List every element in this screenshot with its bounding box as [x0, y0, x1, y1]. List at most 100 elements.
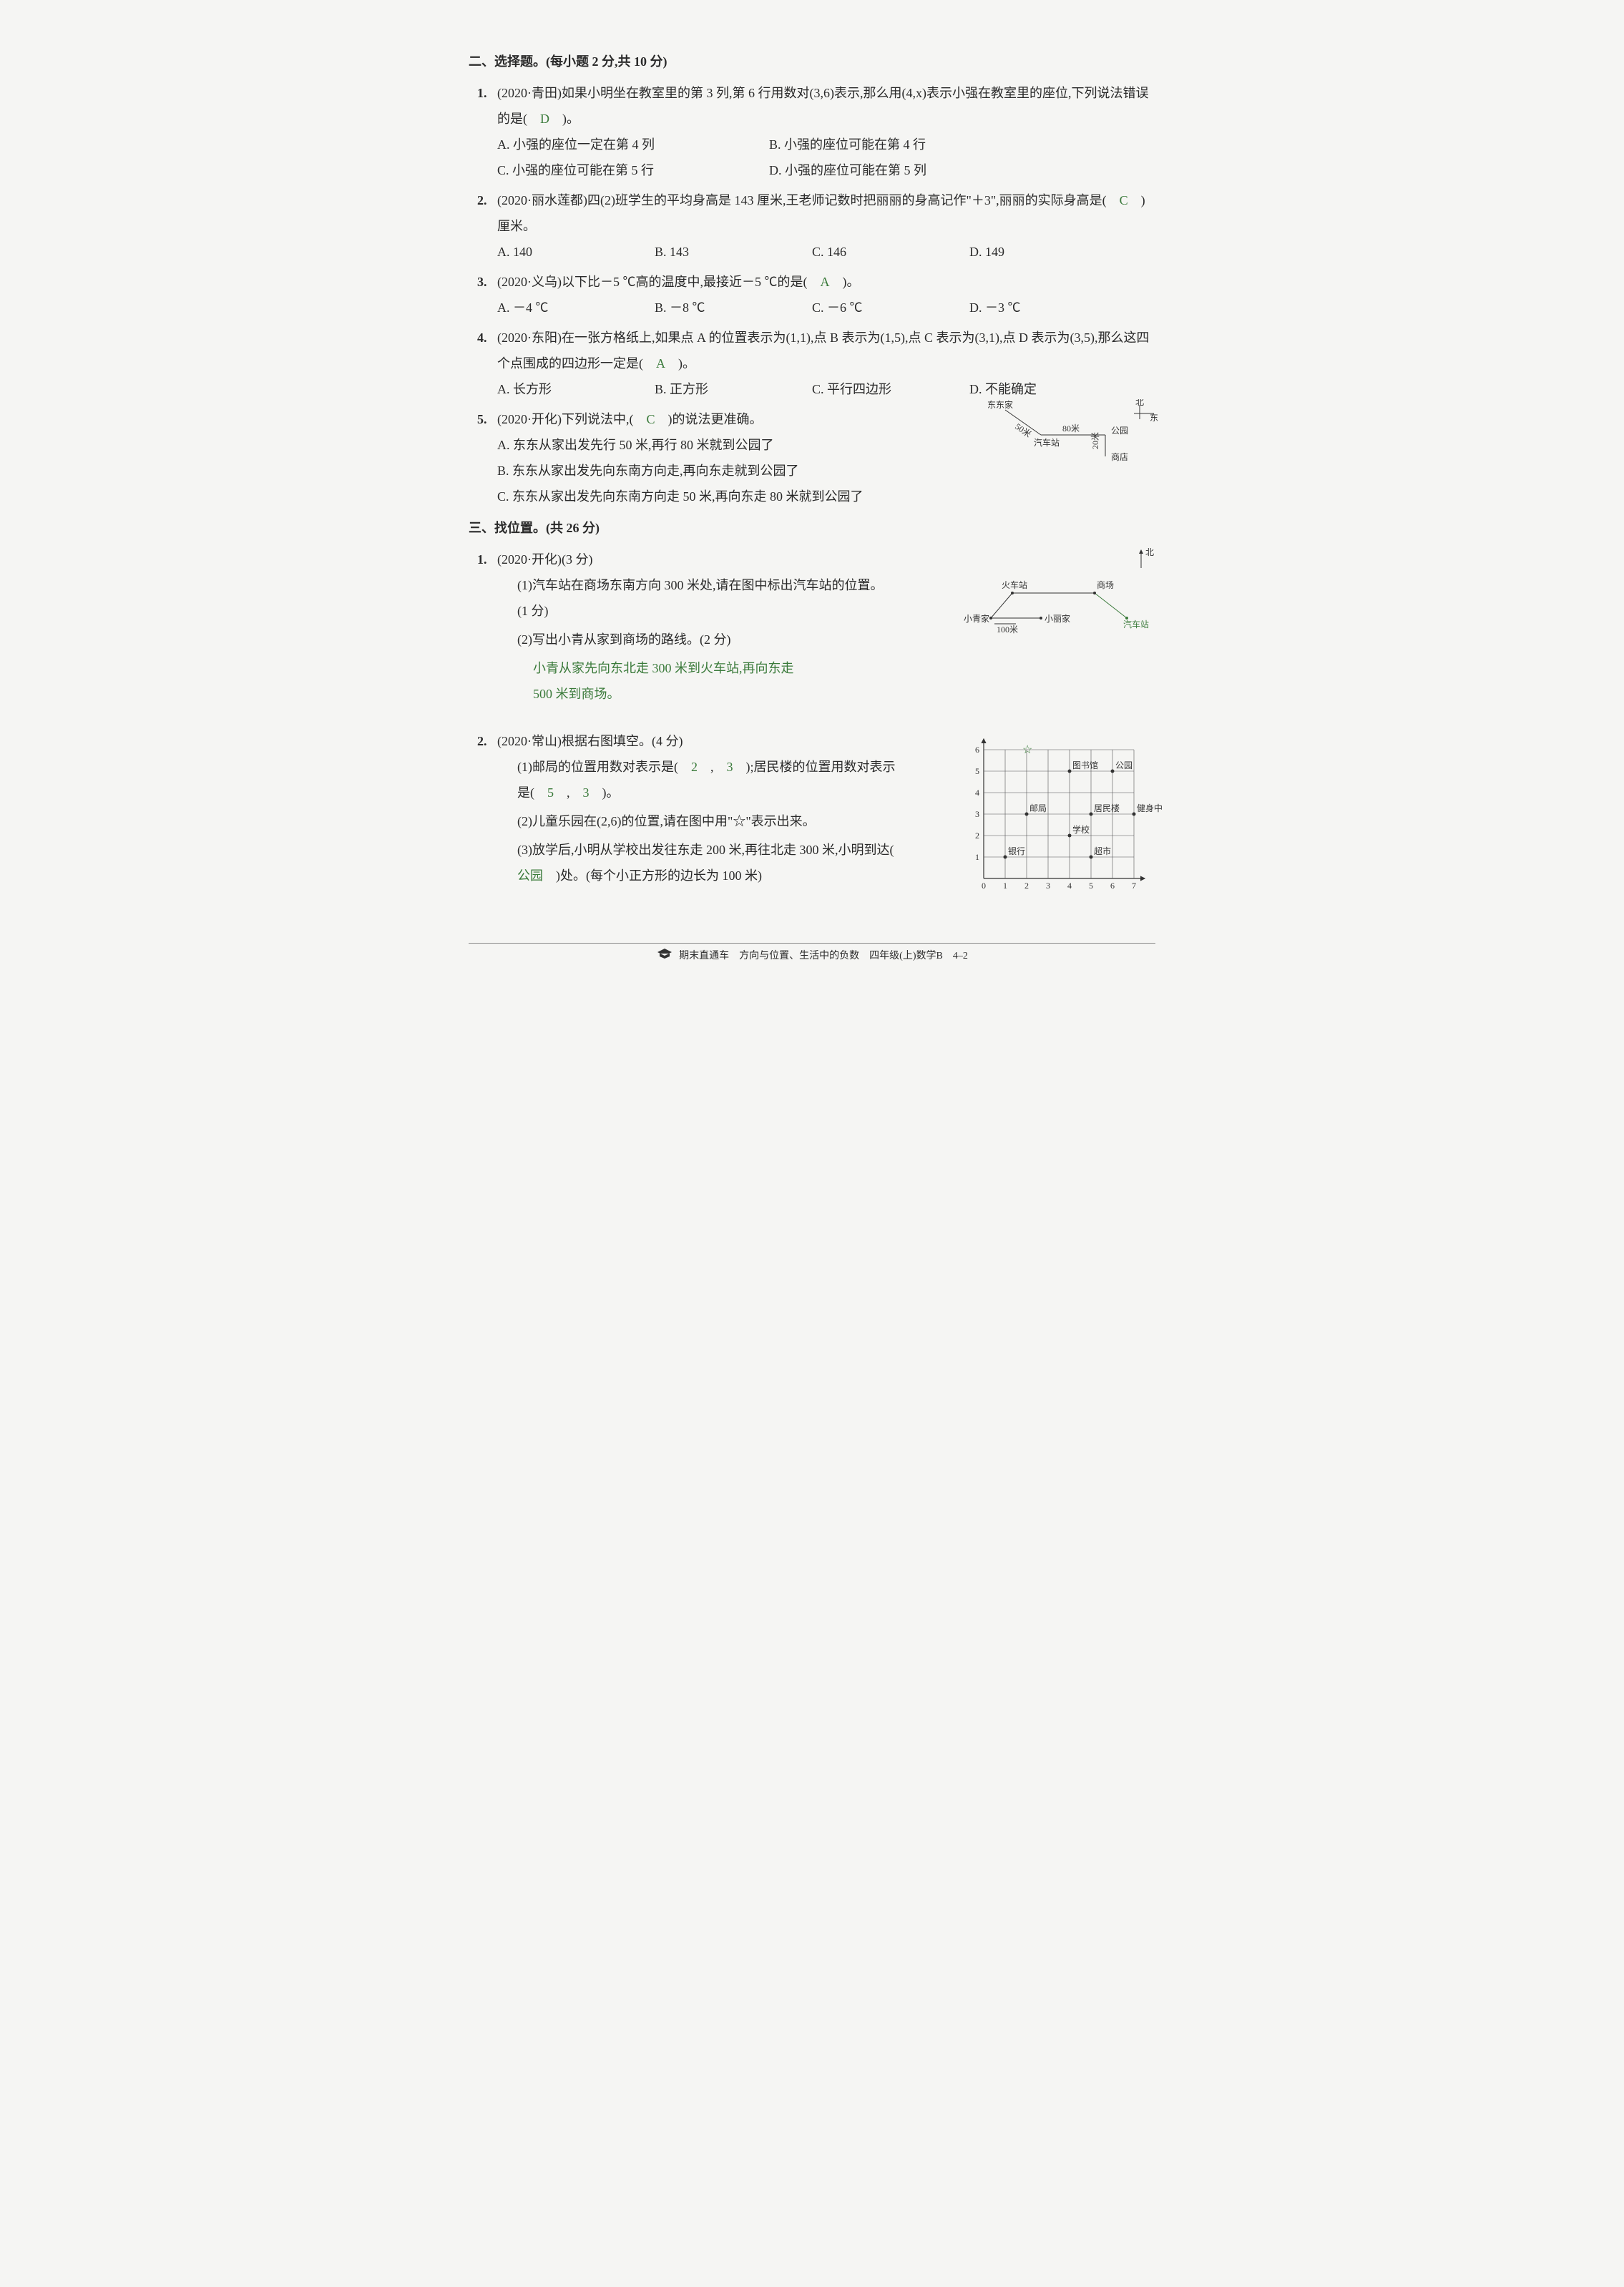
svg-text:邮局: 邮局 [1029, 803, 1047, 813]
q4-text: (2020·东阳)在一张方格纸上,如果点 A 的位置表示为(1,1),点 B 表… [497, 325, 1155, 376]
q5-edge-20: 20米 [1090, 432, 1100, 449]
q5-label-busstop: 汽车站 [1034, 437, 1060, 448]
q4-text-main: (2020·东阳)在一张方格纸上,如果点 A 的位置表示为(1,1),点 B 表… [497, 330, 1149, 371]
svg-text:4: 4 [1067, 881, 1072, 891]
svg-text:1: 1 [975, 852, 979, 862]
svg-text:健身中心: 健身中心 [1137, 803, 1163, 813]
s3-question-1: 1. (2020·开化)(3 分) (1)汽车站在商场东南方向 300 米处,请… [497, 547, 1155, 707]
q3-opt-d: D. －3 ℃ [969, 295, 1112, 320]
page-root: 二、选择题。(每小题 2 分,共 10 分) 1. (2020·青田)如果小明坐… [469, 49, 1155, 966]
q5-text-main: (2020·开化)下列说法中,( [497, 412, 646, 426]
q1-text: (2020·青田)如果小明坐在教室里的第 3 列,第 6 行用数对(3,6)表示… [497, 80, 1155, 132]
q3-opt-a: A. －4 ℃ [497, 295, 640, 320]
q2-opt-c: C. 146 [812, 239, 955, 265]
s3q2-sub1-b: , [698, 760, 727, 774]
q4-opt-c: C. 平行四边形 [812, 376, 955, 402]
q3-answer: A [820, 275, 829, 289]
s3-question-2: 2. (2020·常山)根据右图填空。(4 分) (1)邮局的位置用数对表示是(… [497, 728, 1155, 914]
s3q2-ans3: 5 [547, 785, 554, 800]
q2-opt-a: A. 140 [497, 239, 640, 265]
q5-diagram: 东东家 汽车站 公园 商店 北 东 50米 80米 20米 [984, 399, 1163, 478]
q4-opt-b: B. 正方形 [655, 376, 798, 402]
s3q1-sub2-ans1: 小青从家先向东北走 300 米到火车站,再向东走 [533, 655, 1155, 681]
graduation-cap-icon [656, 946, 673, 966]
q1-num: 1. [477, 80, 487, 106]
q4-text-end: )。 [665, 356, 695, 371]
svg-text:7: 7 [1132, 881, 1136, 891]
q1-text-main: (2020·青田)如果小明坐在教室里的第 3 列,第 6 行用数对(3,6)表示… [497, 86, 1148, 126]
s3q1-xq: 小青家 [964, 613, 989, 624]
s3q2-sub3-ans: 公园 [517, 868, 543, 883]
q1-opt-a: A. 小强的座位一定在第 4 列 [497, 132, 769, 157]
q5-label-park: 公园 [1111, 426, 1128, 436]
question-3: 3. (2020·义乌)以下比－5 ℃高的温度中,最接近－5 ℃的是( A )。… [497, 269, 1155, 320]
q4-opt-d: D. 不能确定 [969, 376, 1112, 402]
page-footer: 期末直通车 方向与位置、生活中的负数 四年级(上)数学B 4–2 [469, 943, 1155, 966]
svg-text:0: 0 [982, 881, 986, 891]
s3q1-xl: 小丽家 [1045, 613, 1070, 624]
q2-num: 2. [477, 187, 487, 213]
q5-label-shop: 商店 [1111, 451, 1128, 462]
s3q2-sub1-d: , [554, 785, 583, 800]
svg-text:6: 6 [1110, 881, 1115, 891]
s3q2-sub1-e: )。 [590, 785, 620, 800]
q4-answer: A [656, 356, 665, 371]
s3q1-north: 北 [1145, 547, 1154, 557]
q3-text: (2020·义乌)以下比－5 ℃高的温度中,最接近－5 ℃的是( A )。 [497, 269, 1155, 295]
svg-text:2: 2 [975, 831, 979, 841]
svg-text:3: 3 [975, 809, 979, 819]
svg-text:学校: 学校 [1072, 824, 1090, 835]
q5-num: 5. [477, 406, 487, 432]
s3q2-num: 2. [477, 728, 487, 754]
question-2: 2. (2020·丽水莲都)四(2)班学生的平均身高是 143 厘米,王老师记数… [497, 187, 1155, 265]
s3q2-sub2: (2)儿童乐园在(2,6)的位置,请在图中用"☆"表示出来。 [517, 808, 904, 834]
q1-opt-c: C. 小强的座位可能在第 5 行 [497, 157, 769, 183]
q5-edge-50: 50米 [1013, 421, 1033, 439]
q3-text-main: (2020·义乌)以下比－5 ℃高的温度中,最接近－5 ℃的是( [497, 275, 820, 289]
svg-text:5: 5 [1089, 881, 1093, 891]
svg-text:☆: ☆ [1022, 744, 1032, 756]
s3q1-scale: 100米 [997, 625, 1018, 635]
question-4: 4. (2020·东阳)在一张方格纸上,如果点 A 的位置表示为(1,1),点 … [497, 325, 1155, 402]
q2-answer: C [1120, 193, 1128, 207]
section3-header: 三、找位置。(共 26 分) [469, 515, 1155, 541]
footer-text: 期末直通车 方向与位置、生活中的负数 四年级(上)数学B 4–2 [679, 946, 968, 966]
s3q1-busstop: 汽车站 [1123, 619, 1149, 630]
q2-opt-d: D. 149 [969, 239, 1112, 265]
q5-opt-c: C. 东东从家出发先向东南方向走 50 米,再向东走 80 米就到公园了 [497, 484, 1155, 509]
s3q2-diagram: 01234567123456图书馆公园邮局居民楼健身中心学校银行超市☆ [962, 728, 1163, 900]
section2-header: 二、选择题。(每小题 2 分,共 10 分) [469, 49, 1155, 74]
q4-num: 4. [477, 325, 487, 351]
s3q2-sub3: (3)放学后,小明从学校出发往东走 200 米,再往北走 300 米,小明到达(… [517, 837, 904, 888]
svg-text:6: 6 [975, 745, 979, 755]
q5-label-dongdong: 东东家 [987, 399, 1013, 410]
s3q1-diagram: 北 商场 火车站 小青家 小丽家 100米 汽车站 [962, 547, 1163, 647]
q3-opt-c: C. －6 ℃ [812, 295, 955, 320]
q2-text: (2020·丽水莲都)四(2)班学生的平均身高是 143 厘米,王老师记数时把丽… [497, 187, 1155, 239]
svg-text:4: 4 [975, 788, 979, 798]
svg-text:1: 1 [1003, 881, 1007, 891]
q5-edge-80: 80米 [1062, 423, 1080, 434]
q3-opt-b: B. －8 ℃ [655, 295, 798, 320]
svg-text:3: 3 [1046, 881, 1050, 891]
q1-answer: D [540, 112, 549, 126]
question-1: 1. (2020·青田)如果小明坐在教室里的第 3 列,第 6 行用数对(3,6… [497, 80, 1155, 183]
q5-label-east: 东 [1150, 413, 1158, 423]
svg-text:公园: 公园 [1115, 760, 1133, 770]
q4-opt-a: A. 长方形 [497, 376, 640, 402]
s3q2-sub1: (1)邮局的位置用数对表示是( 2 , 3 );居民楼的位置用数对表示是( 5 … [517, 754, 904, 805]
q5-answer: C [646, 412, 655, 426]
s3q1-mall: 商场 [1097, 579, 1114, 590]
svg-text:2: 2 [1024, 881, 1029, 891]
svg-text:超市: 超市 [1094, 846, 1111, 856]
question-5: 5. (2020·开化)下列说法中,( C )的说法更准确。 A. 东东从家出发… [497, 406, 1155, 509]
q1-opt-d: D. 小强的座位可能在第 5 列 [769, 157, 1041, 183]
q5-text-end: )的说法更准确。 [655, 412, 763, 426]
s3q2-ans1: 2 [691, 760, 698, 774]
s3q1-sub1: (1)汽车站在商场东南方向 300 米处,请在图中标出汽车站的位置。(1 分) [517, 572, 889, 624]
s3q1-num: 1. [477, 547, 487, 572]
q2-text-main: (2020·丽水莲都)四(2)班学生的平均身高是 143 厘米,王老师记数时把丽… [497, 193, 1120, 207]
q2-opt-b: B. 143 [655, 239, 798, 265]
q3-num: 3. [477, 269, 487, 295]
s3q2-sub3-a: (3)放学后,小明从学校出发往东走 200 米,再往北走 300 米,小明到达( [517, 843, 906, 857]
